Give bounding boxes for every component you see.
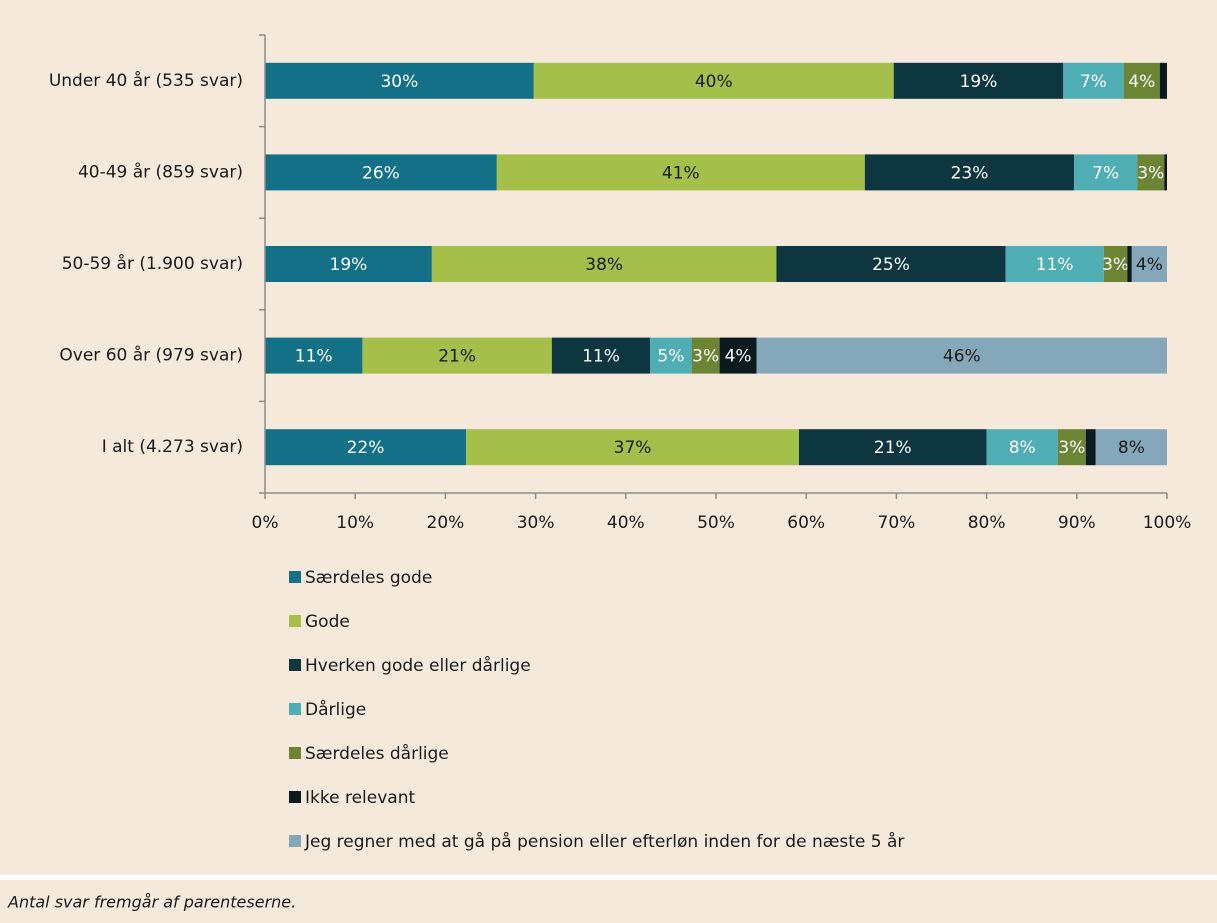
data-label: 3% <box>1137 163 1164 183</box>
data-label: 46% <box>943 347 981 367</box>
note-panel <box>0 880 1217 923</box>
legend-label: Gode <box>305 612 350 632</box>
data-label: 26% <box>362 163 400 183</box>
x-tick-label: 70% <box>878 513 916 533</box>
bar-segment <box>1063 62 1124 99</box>
x-tick-label: 20% <box>427 513 465 533</box>
data-label: 19% <box>330 255 368 275</box>
bar-segment <box>756 337 1167 374</box>
data-label: 4% <box>1136 255 1163 275</box>
bar-segment <box>1095 429 1167 466</box>
data-label: 11% <box>295 347 333 367</box>
data-label: 7% <box>1080 72 1107 92</box>
legend-label: Særdeles dårlige <box>305 743 449 764</box>
legend-label: Ikke relevant <box>305 788 415 808</box>
data-label: 8% <box>1009 438 1036 458</box>
y-tick-label: 50-59 år (1.900 svar) <box>62 253 243 274</box>
x-tick-label: 80% <box>968 513 1006 533</box>
x-tick-label: 100% <box>1143 513 1192 533</box>
bar-segment <box>551 337 651 374</box>
data-label: 25% <box>872 255 910 275</box>
bar-segment <box>798 429 987 466</box>
data-label: 40% <box>695 72 733 92</box>
legend-swatch <box>289 835 301 847</box>
bar-segment <box>1103 246 1128 282</box>
bar-segment <box>1131 246 1167 282</box>
data-label: 22% <box>347 438 385 458</box>
legend-label: Dårlige <box>305 699 366 720</box>
data-label: 21% <box>438 347 476 367</box>
data-label: 3% <box>1102 255 1129 275</box>
bar-segment <box>265 154 497 191</box>
data-label: 41% <box>662 163 700 183</box>
bar-segment <box>362 337 552 374</box>
data-label: 8% <box>1118 438 1145 458</box>
bar-segment <box>719 337 757 374</box>
data-label: 37% <box>614 438 652 458</box>
bar-segment <box>1123 62 1160 99</box>
legend-label: Jeg regner med at gå på pension eller ef… <box>304 831 904 852</box>
data-label: 21% <box>874 438 912 458</box>
note: Antal svar fremgår af parenteserne. <box>7 893 296 912</box>
bar-segment <box>265 62 534 99</box>
data-label: 11% <box>582 347 620 367</box>
bar-segment <box>1005 246 1104 282</box>
bar-segment <box>1127 246 1132 282</box>
data-label: 5% <box>657 347 684 367</box>
bar-segment <box>1074 154 1138 191</box>
bar-segment <box>265 246 432 282</box>
bar-segment <box>265 337 363 374</box>
bar-segment <box>650 337 692 374</box>
legend-swatch <box>289 747 301 759</box>
bar-segment <box>466 429 799 466</box>
bar-segment <box>496 154 865 191</box>
legend-swatch <box>289 615 301 627</box>
y-tick-label: Over 60 år (979 svar) <box>59 345 243 366</box>
legend-label: Særdeles gode <box>305 568 432 588</box>
x-tick-label: 60% <box>787 513 825 533</box>
data-label: 38% <box>585 255 623 275</box>
bar-segment <box>1057 429 1086 466</box>
data-label: 23% <box>951 163 989 183</box>
bar-segment <box>986 429 1058 466</box>
data-label: 30% <box>380 72 418 92</box>
bar-segment <box>533 62 894 99</box>
x-tick-label: 10% <box>336 513 374 533</box>
x-tick-label: 40% <box>607 513 645 533</box>
x-tick-label: 0% <box>252 513 279 533</box>
legend-swatch <box>289 571 301 583</box>
bar-segment <box>776 246 1006 282</box>
legend-swatch <box>289 791 301 803</box>
legend-swatch <box>289 703 301 715</box>
data-label: 4% <box>725 347 752 367</box>
data-label: 19% <box>960 72 998 92</box>
y-tick-label: 40-49 år (859 svar) <box>78 161 243 182</box>
bar-segment <box>265 429 467 466</box>
y-tick-label: Under 40 år (535 svar) <box>49 70 243 91</box>
bar-segment <box>1164 154 1167 191</box>
x-tick-label: 50% <box>697 513 735 533</box>
legend-swatch <box>289 659 301 671</box>
data-label: 11% <box>1036 255 1074 275</box>
bar-segment <box>1085 429 1096 466</box>
bar-segment <box>431 246 777 282</box>
data-label: 4% <box>1128 72 1155 92</box>
data-label: 3% <box>692 347 719 367</box>
x-tick-label: 90% <box>1058 513 1096 533</box>
x-tick-label: 30% <box>517 513 555 533</box>
data-label: 7% <box>1092 163 1119 183</box>
legend-label: Hverken gode eller dårlige <box>305 655 531 676</box>
bar-segment <box>864 154 1075 191</box>
data-label: 3% <box>1058 438 1085 458</box>
bar-segment <box>1137 154 1165 191</box>
bar-segment <box>691 337 720 374</box>
y-tick-label: I alt (4.273 svar) <box>102 437 243 457</box>
bar-segment <box>1159 62 1167 99</box>
bar-segment <box>893 62 1064 99</box>
